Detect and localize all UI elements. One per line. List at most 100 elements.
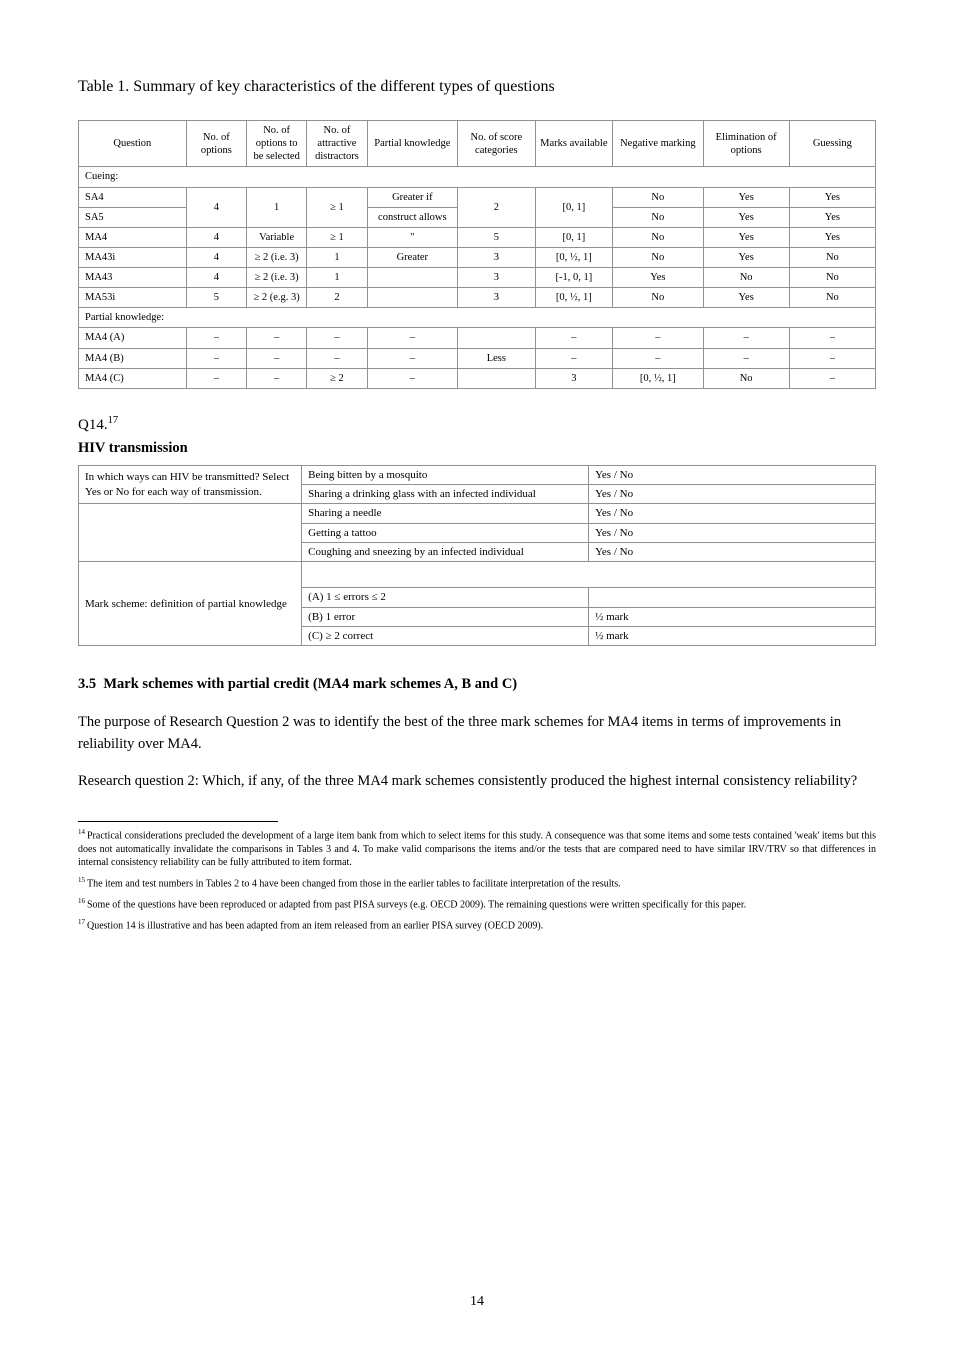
t1-partial-header: Partial knowledge: bbox=[79, 308, 876, 328]
t1-MA53i-c1: 5 bbox=[186, 288, 246, 308]
t1-h8: Elimination of options bbox=[703, 121, 789, 167]
t1-B-c6: – bbox=[535, 348, 613, 368]
question-label: Q14.17 bbox=[78, 415, 876, 434]
t1-MA43-c6: [-1, 0, 1] bbox=[535, 268, 613, 288]
section-p2: Research question 2: Which, if any, of t… bbox=[78, 771, 876, 793]
t1-h4: Partial knowledge bbox=[367, 121, 457, 167]
t2-r0-l: Being bitten by a mosquito bbox=[302, 465, 589, 484]
t1-MA43i-c0: MA43i bbox=[79, 247, 187, 267]
t1-C-c3: ≥ 2 bbox=[307, 368, 367, 388]
t1-C-c4: – bbox=[367, 368, 457, 388]
footnote-15: 15The item and test numbers in Tables 2 … bbox=[78, 876, 876, 891]
t1-h0: Question bbox=[79, 121, 187, 167]
t1-A-c5 bbox=[458, 328, 536, 348]
t1-MA4-c4: " bbox=[367, 227, 457, 247]
t1-h5: No. of score categories bbox=[458, 121, 536, 167]
t2-defn-hdr: Mark scheme: definition of partial knowl… bbox=[79, 562, 302, 646]
t1-MA43i-c4: Greater bbox=[367, 247, 457, 267]
t1-row-A: MA4 (A) – – – – – – – – bbox=[79, 328, 876, 348]
t1-MA53i-c2: ≥ 2 (e.g. 3) bbox=[247, 288, 307, 308]
t1-MA43i-c5: 3 bbox=[458, 247, 536, 267]
t1-MA4-c6: [0, 1] bbox=[535, 227, 613, 247]
table1-title: Table 1. Summary of key characteristics … bbox=[78, 78, 876, 96]
t1-MA4-c1: 4 bbox=[186, 227, 246, 247]
footnote-17: 17Question 14 is illustrative and has be… bbox=[78, 918, 876, 933]
t2-r0-r: Yes / No bbox=[589, 465, 876, 484]
t1-MA4-c8: Yes bbox=[703, 227, 789, 247]
t1-B-c2: – bbox=[247, 348, 307, 368]
t1-MA43i-c9: No bbox=[789, 247, 875, 267]
t1-row-MA4: MA4 4 Variable ≥ 1 " 5 [0, 1] No Yes Yes bbox=[79, 227, 876, 247]
t2-d0-l: (A) 1 ≤ errors ≤ 2 bbox=[302, 588, 589, 607]
section-heading: 3.5 Mark schemes with partial credit (MA… bbox=[78, 674, 876, 696]
t1-SA4-c4a: Greater if bbox=[367, 187, 457, 207]
footnote-14: 14Practical considerations precluded the… bbox=[78, 828, 876, 870]
footnote-rule bbox=[78, 821, 278, 822]
t1-SA5-c4b: construct allows bbox=[367, 207, 457, 227]
t1-C-c0: MA4 (C) bbox=[79, 368, 187, 388]
t1-B-c5: Less bbox=[458, 348, 536, 368]
t1-MA53i-c6: [0, ½, 1] bbox=[535, 288, 613, 308]
t2-d1-r: ½ mark bbox=[589, 607, 876, 626]
t1-C-c8: No bbox=[703, 368, 789, 388]
t1-MA43i-c7: No bbox=[613, 247, 703, 267]
t1-MA53i-c7: No bbox=[613, 288, 703, 308]
t2-d2-l: (C) ≥ 2 correct bbox=[302, 626, 589, 645]
t1-B-c8: – bbox=[703, 348, 789, 368]
t1-MA43-c9: No bbox=[789, 268, 875, 288]
t1-MA43-c4 bbox=[367, 268, 457, 288]
t1-MA43-c3: 1 bbox=[307, 268, 367, 288]
t1-cueing-header: Cueing: bbox=[79, 167, 876, 187]
t1-MA53i-c0: MA53i bbox=[79, 288, 187, 308]
t1-B-c1: – bbox=[186, 348, 246, 368]
t1-SA4-c5: 2 bbox=[458, 187, 536, 227]
t1-SA4-c6: [0, 1] bbox=[535, 187, 613, 227]
t1-row-MA53i: MA53i 5 ≥ 2 (e.g. 3) 2 3 [0, ½, 1] No Ye… bbox=[79, 288, 876, 308]
t1-A-c0: MA4 (A) bbox=[79, 328, 187, 348]
page-number: 14 bbox=[0, 1294, 954, 1310]
t1-A-c4: – bbox=[367, 328, 457, 348]
t1-C-c1: – bbox=[186, 368, 246, 388]
t1-MA43i-c8: Yes bbox=[703, 247, 789, 267]
t2-r4-l: Coughing and sneezing by an infected ind… bbox=[302, 542, 589, 561]
t2-d1-l: (B) 1 error bbox=[302, 607, 589, 626]
t1-MA53i-c3: 2 bbox=[307, 288, 367, 308]
t1-h3: No. of attractive distractors bbox=[307, 121, 367, 167]
t1-B-c7: – bbox=[613, 348, 703, 368]
t1-row-C: MA4 (C) – – ≥ 2 – 3 [0, ½, 1] No – bbox=[79, 368, 876, 388]
t1-MA43-c0: MA43 bbox=[79, 268, 187, 288]
t1-h9: Guessing bbox=[789, 121, 875, 167]
t1-MA43i-c3: 1 bbox=[307, 247, 367, 267]
t1-C-c7: [0, ½, 1] bbox=[613, 368, 703, 388]
t2-r2-l: Sharing a needle bbox=[302, 504, 589, 523]
t1-SA4-c2: 1 bbox=[247, 187, 307, 227]
t1-SA5-c0: SA5 bbox=[79, 207, 187, 227]
t1-MA4-c2: Variable bbox=[247, 227, 307, 247]
t1-C-c2: – bbox=[247, 368, 307, 388]
t1-C-c5 bbox=[458, 368, 536, 388]
t2-r3-l: Getting a tattoo bbox=[302, 523, 589, 542]
t1-SA5-c9: Yes bbox=[789, 207, 875, 227]
t1-MA4-c7: No bbox=[613, 227, 703, 247]
section-p1: The purpose of Research Question 2 was t… bbox=[78, 712, 876, 756]
t1-MA4-c3: ≥ 1 bbox=[307, 227, 367, 247]
t1-MA53i-c4 bbox=[367, 288, 457, 308]
t1-SA5-c7: No bbox=[613, 207, 703, 227]
t1-A-c6: – bbox=[535, 328, 613, 348]
t1-SA4-c1: 4 bbox=[186, 187, 246, 227]
t2-d2-r: ½ mark bbox=[589, 626, 876, 645]
t1-B-c9: – bbox=[789, 348, 875, 368]
t1-A-c7: – bbox=[613, 328, 703, 348]
t2-r1-l: Sharing a drinking glass with an infecte… bbox=[302, 485, 589, 504]
t1-SA4-c7: No bbox=[613, 187, 703, 207]
t1-A-c1: – bbox=[186, 328, 246, 348]
footnote-16: 16Some of the questions have been reprod… bbox=[78, 897, 876, 912]
t1-MA43i-c1: 4 bbox=[186, 247, 246, 267]
t1-MA43-c2: ≥ 2 (i.e. 3) bbox=[247, 268, 307, 288]
t1-MA4-c9: Yes bbox=[789, 227, 875, 247]
t2-r1-r: Yes / No bbox=[589, 485, 876, 504]
t1-MA43-c8: No bbox=[703, 268, 789, 288]
t1-A-c2: – bbox=[247, 328, 307, 348]
t2-hdr: In which ways can HIV be transmitted? Se… bbox=[79, 465, 302, 504]
t2-r2-r: Yes / No bbox=[589, 504, 876, 523]
